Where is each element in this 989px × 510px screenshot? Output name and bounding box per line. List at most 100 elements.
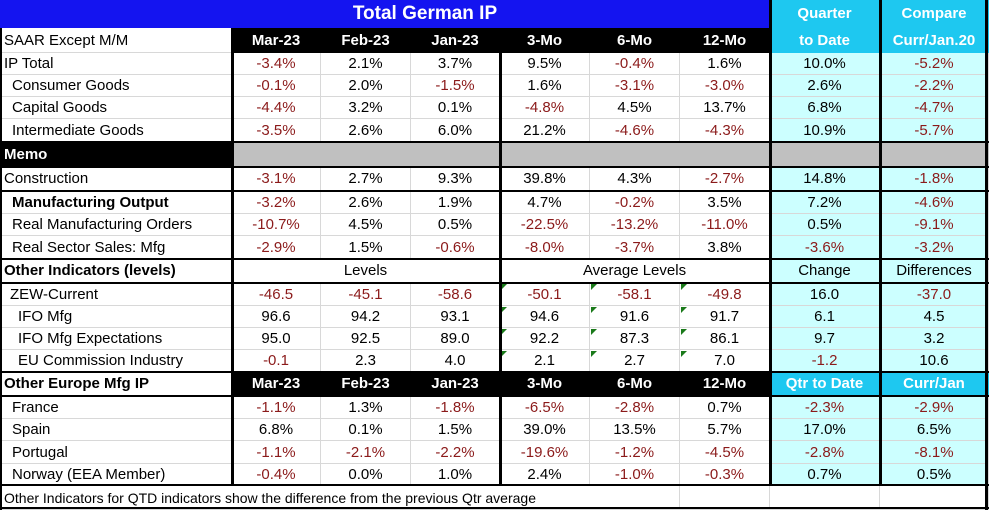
data-cell[interactable]: -1.2 (770, 350, 880, 372)
column-header[interactable]: 6-Mo (590, 372, 680, 396)
data-cell[interactable]: 13.7% (680, 97, 770, 119)
column-header[interactable]: Feb-23 (321, 28, 411, 53)
row-label[interactable]: Manufacturing Output (0, 191, 232, 214)
memo-filler[interactable] (680, 142, 770, 167)
data-cell[interactable]: 3.8% (680, 236, 770, 259)
data-cell[interactable]: 86.1 (680, 328, 770, 350)
data-cell[interactable]: -45.1 (321, 283, 411, 306)
row-label[interactable]: Norway (EEA Member) (0, 464, 232, 486)
data-cell[interactable]: -2.8% (770, 441, 880, 464)
data-cell[interactable]: -10.7% (232, 214, 321, 236)
data-cell[interactable]: 6.5% (880, 419, 989, 441)
data-cell[interactable]: -46.5 (232, 283, 321, 306)
data-cell[interactable]: 92.2 (500, 328, 590, 350)
data-cell[interactable]: 6.8% (770, 97, 880, 119)
data-cell[interactable]: 2.6% (321, 191, 411, 214)
data-cell[interactable]: -1.2% (590, 441, 680, 464)
data-cell[interactable]: 10.6 (880, 350, 989, 372)
column-header[interactable]: 6-Mo (590, 28, 680, 53)
data-cell[interactable]: 2.1 (500, 350, 590, 372)
column-header[interactable]: 3-Mo (500, 28, 590, 53)
memo-filler[interactable] (411, 142, 500, 167)
data-cell[interactable]: -3.2% (232, 191, 321, 214)
data-cell[interactable]: 1.0% (411, 464, 500, 486)
data-cell[interactable]: -5.7% (880, 119, 989, 142)
data-cell[interactable]: -2.2% (880, 75, 989, 97)
data-cell[interactable]: 94.6 (500, 306, 590, 328)
row-label[interactable]: Consumer Goods (0, 75, 232, 97)
data-cell[interactable]: -4.3% (680, 119, 770, 142)
data-cell[interactable]: 0.7% (770, 464, 880, 486)
column-header[interactable]: Mar-23 (232, 372, 321, 396)
data-cell[interactable]: -4.8% (500, 97, 590, 119)
data-cell[interactable]: 4.3% (590, 167, 680, 191)
memo-filler[interactable] (500, 142, 590, 167)
data-cell[interactable]: 2.6% (770, 75, 880, 97)
data-cell[interactable]: 16.0 (770, 283, 880, 306)
data-cell[interactable]: 93.1 (411, 306, 500, 328)
data-cell[interactable]: 21.2% (500, 119, 590, 142)
data-cell[interactable]: -0.1% (232, 75, 321, 97)
data-cell[interactable]: -3.7% (590, 236, 680, 259)
header-compare-top[interactable]: Compare (880, 0, 989, 28)
data-cell[interactable]: -13.2% (590, 214, 680, 236)
data-cell[interactable]: 4.0 (411, 350, 500, 372)
row-label[interactable]: France (0, 396, 232, 419)
row-label[interactable]: ZEW-Current (0, 283, 232, 306)
data-cell[interactable]: 17.0% (770, 419, 880, 441)
memo-filler[interactable] (232, 142, 321, 167)
data-cell[interactable]: -3.5% (232, 119, 321, 142)
row-label[interactable]: Spain (0, 419, 232, 441)
data-cell[interactable]: -58.1 (590, 283, 680, 306)
data-cell[interactable]: 5.7% (680, 419, 770, 441)
memo-section-label[interactable]: Memo (0, 142, 232, 167)
column-header[interactable]: 12-Mo (680, 28, 770, 53)
data-cell[interactable]: -0.3% (680, 464, 770, 486)
data-cell[interactable]: 1.9% (411, 191, 500, 214)
row-label[interactable]: IFO Mfg (0, 306, 232, 328)
data-cell[interactable]: -5.2% (880, 53, 989, 75)
column-header[interactable]: Jan-23 (411, 28, 500, 53)
data-cell[interactable]: -0.4% (232, 464, 321, 486)
data-cell[interactable]: 4.7% (500, 191, 590, 214)
row-label[interactable]: IP Total (0, 53, 232, 75)
column-header[interactable]: 3-Mo (500, 372, 590, 396)
data-cell[interactable]: 1.5% (411, 419, 500, 441)
data-cell[interactable]: 91.6 (590, 306, 680, 328)
data-cell[interactable]: -4.5% (680, 441, 770, 464)
data-cell[interactable]: 89.0 (411, 328, 500, 350)
data-cell[interactable]: -8.1% (880, 441, 989, 464)
data-cell[interactable]: 1.6% (680, 53, 770, 75)
data-cell[interactable]: 1.5% (321, 236, 411, 259)
data-cell[interactable]: 0.1% (411, 97, 500, 119)
data-cell[interactable]: -2.9% (232, 236, 321, 259)
row-label[interactable]: Capital Goods (0, 97, 232, 119)
data-cell[interactable]: -3.1% (590, 75, 680, 97)
row-label[interactable]: Real Manufacturing Orders (0, 214, 232, 236)
data-cell[interactable]: -1.5% (411, 75, 500, 97)
data-cell[interactable]: 0.5% (411, 214, 500, 236)
data-cell[interactable]: -3.2% (880, 236, 989, 259)
data-cell[interactable]: -2.7% (680, 167, 770, 191)
data-cell[interactable]: -4.6% (880, 191, 989, 214)
data-cell[interactable]: 6.8% (232, 419, 321, 441)
column-header[interactable]: Mar-23 (232, 28, 321, 53)
data-cell[interactable]: 3.5% (680, 191, 770, 214)
data-cell[interactable]: 14.8% (770, 167, 880, 191)
data-cell[interactable]: -50.1 (500, 283, 590, 306)
data-cell[interactable]: 2.3 (321, 350, 411, 372)
data-cell[interactable]: -1.8% (411, 396, 500, 419)
data-cell[interactable]: 2.4% (500, 464, 590, 486)
row-label[interactable]: Intermediate Goods (0, 119, 232, 142)
data-cell[interactable]: 92.5 (321, 328, 411, 350)
data-cell[interactable]: 39.0% (500, 419, 590, 441)
data-cell[interactable]: -1.8% (880, 167, 989, 191)
data-cell[interactable]: -37.0 (880, 283, 989, 306)
data-cell[interactable]: -1.1% (232, 441, 321, 464)
data-cell[interactable]: -11.0% (680, 214, 770, 236)
data-cell[interactable]: 96.6 (232, 306, 321, 328)
header-compare-bottom[interactable]: Curr/Jan.20 (880, 28, 989, 53)
data-cell[interactable]: -1.1% (232, 396, 321, 419)
header-quarter-bottom[interactable]: to Date (770, 28, 880, 53)
data-cell[interactable]: 87.3 (590, 328, 680, 350)
